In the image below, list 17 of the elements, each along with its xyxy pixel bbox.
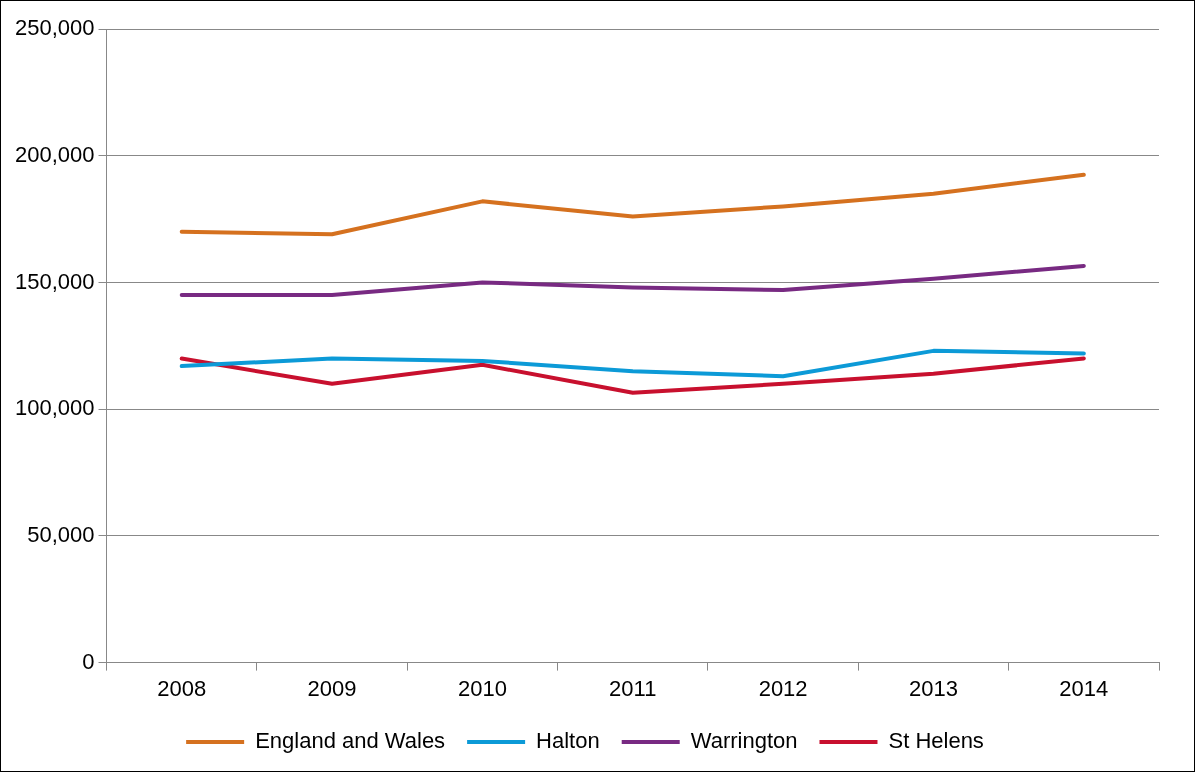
- x-tick-label: 2008: [157, 675, 207, 701]
- legend-label: Warrington: [690, 728, 798, 754]
- x-tick-label: 2011: [609, 675, 657, 701]
- x-tick-label: 2012: [758, 675, 808, 701]
- x-tick-label: 2010: [457, 675, 507, 701]
- y-tick-label: 150,000: [14, 268, 95, 294]
- legend-label: Halton: [536, 728, 600, 754]
- x-tick-label: 2009: [307, 675, 357, 701]
- legend-label: St Helens: [888, 728, 984, 754]
- x-tick-label: 2013: [908, 675, 958, 701]
- legend-label: England and Wales: [255, 728, 446, 754]
- y-tick-label: 50,000: [27, 521, 95, 547]
- y-tick-label: 0: [82, 648, 95, 674]
- x-tick-label: 2014: [1059, 675, 1109, 701]
- y-tick-label: 100,000: [14, 395, 95, 421]
- y-tick-label: 200,000: [14, 141, 95, 167]
- y-tick-label: 250,000: [14, 15, 95, 41]
